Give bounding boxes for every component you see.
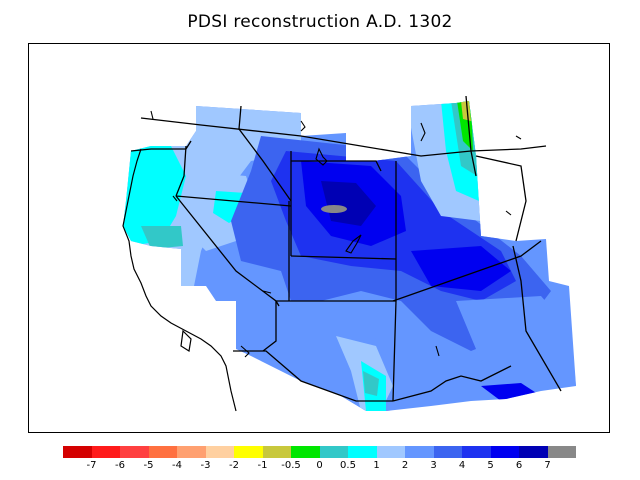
border-wy-mt [291,160,382,172]
pdsi-map [122,95,576,412]
border-mt-east [465,95,477,177]
legend-swatch [234,446,263,458]
legend-swatch [205,446,234,458]
legend-swatch [490,446,519,458]
border-co-east [392,161,397,402]
lake-sakakawea [505,210,512,216]
lake-utah [345,234,362,254]
lake-yellowstone [315,147,328,166]
lake-az [240,345,250,358]
lake-nd [515,135,522,140]
legend-swatch [91,446,120,458]
legend-tick-label: -1 [257,460,268,471]
legend-swatch [405,446,434,458]
lake-pend [420,122,426,142]
pdsi-field-deep-blue-east [411,246,511,291]
legend-swatch [291,446,320,458]
border-id-mt [238,105,292,202]
pdsi-field-light-east [456,296,576,386]
legend-tick-label: 2 [401,460,409,471]
map-panel [28,43,610,433]
pdsi-field-teal-coast [141,226,183,249]
legend-tick-label: 0.5 [340,460,356,471]
legend-swatch [376,446,405,458]
coastline [122,148,237,412]
lake-tahoe [172,195,178,202]
legend-tick-label: -2 [229,460,239,471]
legend-swatch [547,446,576,458]
border-nd-sd [475,155,527,242]
legend-swatch [120,446,149,458]
pdsi-field-olive-montana [461,101,471,121]
border-wy-co [290,255,397,260]
lake-flathead [300,120,306,132]
border-az-ca [262,301,277,352]
legend-tick-label: 1 [373,460,380,471]
legend-swatch [462,446,491,458]
color-legend [63,446,576,458]
legend-tick-label: -4 [172,460,182,471]
legend-swatch [63,446,92,458]
legend-tick-label: 5 [487,460,494,471]
border-or-nv-ca [175,195,292,207]
legend-swatch [177,446,206,458]
legend-swatch [148,446,177,458]
pdsi-field-cyan-coast [123,141,186,246]
legend-swatch [519,446,548,458]
border-nm-tx [392,365,512,402]
legend-swatch [433,446,462,458]
legend-swatch [262,446,291,458]
legend-tick-label: 4 [458,460,466,471]
border-canada [140,117,547,157]
border-ca-nv [175,195,280,307]
legend-tick-labels: -7 -6 -5 -4 -3 -2 -1 -0.5 0 0.5 1 2 3 4 5 6 7 [0,460,640,474]
pdsi-field-dark-core [321,181,376,226]
pdsi-field-teal-arizona [363,371,379,396]
border-az-mx [233,350,393,402]
border-nm-east [392,240,542,302]
legend-swatch [348,446,377,458]
legend-tick-label: 7 [544,460,551,471]
great-salt-lake-mask [321,205,347,213]
legend-tick-label: -5 [143,460,154,471]
legend-tick-label: -3 [200,460,211,471]
map-title: PDSI reconstruction A.D. 1302 [187,12,453,32]
lake-ca [150,110,154,120]
lakes [150,110,522,358]
legend-tick-label: 6 [515,460,523,471]
legend-tick-label: 3 [430,460,437,471]
legend-swatch [319,446,348,458]
border-or-id [175,145,187,197]
legend-tick-label: -6 [115,460,125,471]
legend-tick-label: 0 [316,460,323,471]
border-ks-ok [512,245,562,392]
lake-mead [262,290,272,294]
legend-tick-label: -0.5 [281,460,301,471]
state-borders [130,95,562,402]
legend-tick-label: -7 [86,460,97,471]
lake-nm [435,345,440,357]
